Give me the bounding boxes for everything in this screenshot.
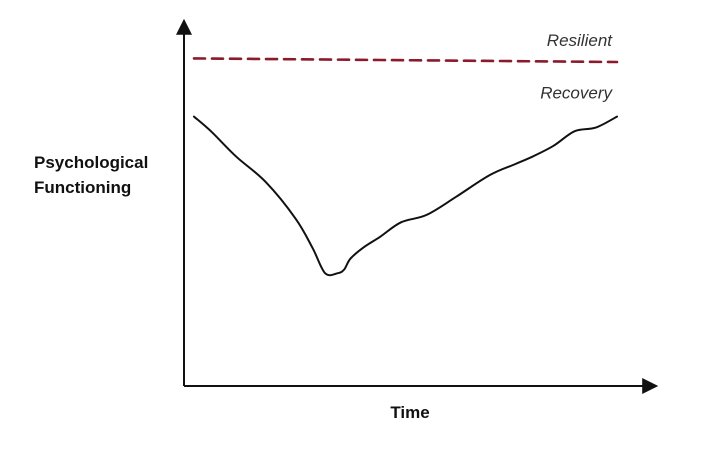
y-axis-label: Psychological Functioning xyxy=(34,150,184,200)
x-axis-label: Time xyxy=(390,403,430,422)
series-line-resilient xyxy=(192,57,619,64)
y-axis-label-line-2: Functioning xyxy=(34,178,132,197)
series-label-recovery: Recovery xyxy=(540,84,613,103)
series-layer: Resilient Recovery xyxy=(192,31,619,277)
series-line-recovery xyxy=(193,115,618,277)
y-axis-label-line-1: Psychological xyxy=(34,153,149,172)
series-label-resilient: Resilient xyxy=(547,31,613,50)
